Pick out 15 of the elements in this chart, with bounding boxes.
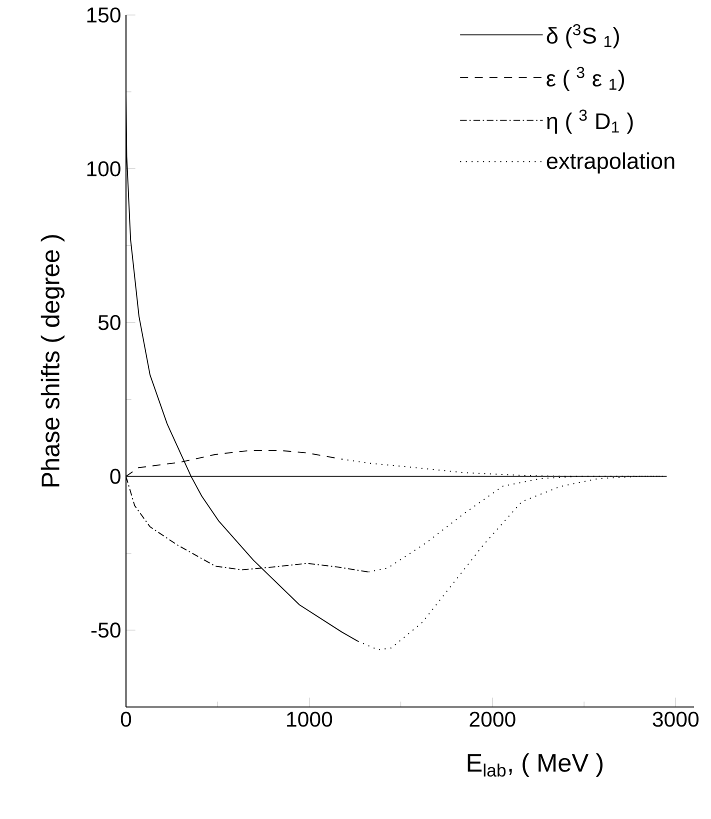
y-tick-label: 100	[87, 161, 120, 176]
y-tick-label: 0	[110, 468, 120, 484]
y-tick-label: -50	[91, 622, 120, 638]
x-tick-label: 3000	[652, 712, 699, 727]
x-tick-label: 2000	[470, 712, 516, 727]
x-axis-title: E$_{lab}$, ( MeV )	[468, 753, 603, 777]
x-tick-label: 1000	[287, 712, 332, 727]
x-tick-label: 0	[120, 712, 132, 727]
y-axis-title: Phase shifts ( degree )	[40, 235, 64, 486]
legend-label: η ( $^{3}$ D$_{1}$ )	[547, 110, 633, 134]
legend-label: ε ( $^{3}$ ε $_{1}$)	[546, 66, 624, 91]
legend-label: δ ($^{3}$S $_{1}$)	[546, 24, 619, 48]
legend-label: extrapolation	[546, 152, 674, 174]
y-tick-label: 150	[87, 7, 120, 23]
y-tick-label: 50	[98, 315, 120, 330]
